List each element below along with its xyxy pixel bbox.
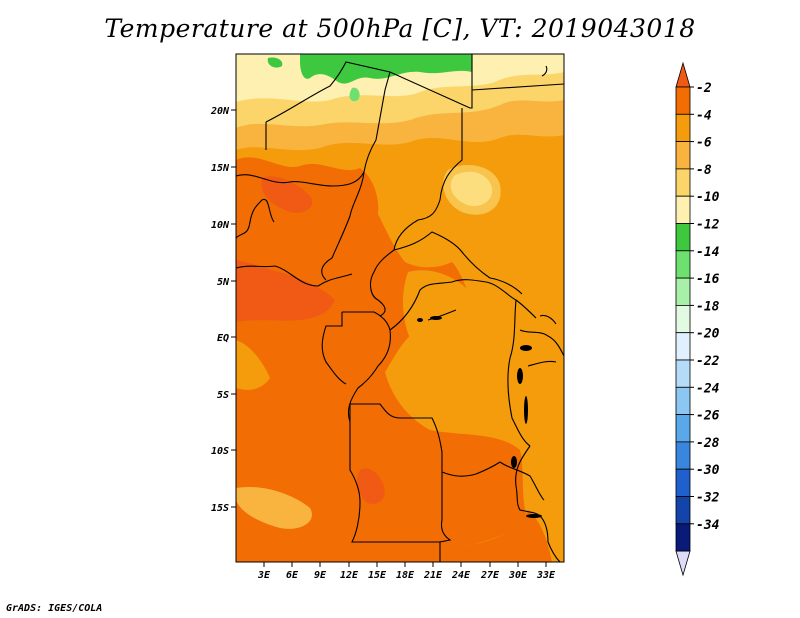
lon-label: 9E [314,570,327,581]
lon-label: 12E [340,570,359,581]
colorbar-swatch [675,441,691,470]
colorbar-label: -2 [696,81,712,96]
cold-green-patch-2 [267,57,283,68]
colorbar-swatch [675,523,691,552]
temperature-map [236,54,564,562]
colorbar-swatch [675,359,691,388]
colorbar-swatch [675,113,691,143]
cold-green-region [300,54,472,84]
colorbar-swatch [675,496,691,525]
lakes [417,316,542,518]
warm-region-south [236,330,552,562]
colorbar-label: -10 [696,190,720,205]
yellow-patch [443,165,501,215]
warmest-core [236,260,335,322]
warm-region-west [236,157,528,546]
lon-label: 30E [508,570,528,581]
map-title: Temperature at 500hPa [C], VT: 201904301… [104,14,696,43]
colorbar-swatch [675,386,691,415]
colorbar-swatch [675,141,691,170]
lon-label: 18E [396,570,415,581]
colorbar-label: -4 [696,108,712,123]
colorbar-swatch [675,277,691,306]
lat-label: EQ [217,333,229,344]
map-frame [235,53,565,563]
lon-label: 27E [480,570,500,581]
colorbar-label: -32 [696,491,720,506]
country-borders [236,54,564,562]
colorbar-swatch [675,223,691,252]
colorbar-swatch [675,304,691,334]
colorbar-label: -28 [696,436,720,451]
lon-label: 24E [451,570,471,581]
colorbar-cap-bottom [675,550,691,577]
colorbar-swatch [675,86,691,115]
colorbar-label: -14 [696,245,720,260]
grads-credit: GrADS: IGES/COLA [6,603,103,614]
colorbar-label: -8 [696,163,712,178]
lat-label: 15S [211,503,229,514]
orange-east-strip [480,247,564,562]
colorbar-swatch [675,195,691,224]
colorbar-cap-top [675,61,691,88]
lon-label: 21E [423,570,443,581]
lon-label: 3E [257,570,271,581]
colorbar-label: -16 [696,272,720,287]
colorbar-swatch [675,250,691,279]
lon-label: 33E [536,570,556,581]
latitude-axis: 20N 15N 10N 5N EQ 5S 10S 15S [210,106,236,514]
colorbar-swatch [675,414,691,443]
orange-patch-west [236,340,270,390]
colorbar-label: -18 [696,299,720,314]
orange-patch-east [402,270,485,367]
lon-label: 6E [286,570,299,581]
orange-patch-south [236,486,312,529]
colorbar: -2 -4 -6 -8 -10 -12 -14 -16 -18 -20 -22 -24 -26 -28 -3… [675,61,720,577]
lat-label: 10N [211,220,230,231]
warmest-core-2 [357,468,385,505]
lat-label: 15N [211,163,230,174]
colorbar-swatch [675,168,691,197]
cold-green-patch [349,87,360,102]
colorbar-swatch [675,332,691,361]
lat-label: 5S [217,390,229,401]
lat-label: 5N [217,277,230,288]
colorbar-swatch [675,468,691,497]
longitude-axis: 3E 6E 9E 12E 15E 18E 21E 24E 27E 30E 33E [257,562,556,581]
colorbar-label: -20 [696,327,720,342]
colorbar-label: -30 [696,463,720,478]
colorbar-label: -24 [696,381,720,396]
colorbar-label: -12 [696,218,720,233]
colorbar-label: -6 [696,136,712,151]
colorbar-label: -22 [696,354,720,369]
lon-label: 15E [368,570,387,581]
colorbar-label: -34 [696,518,720,533]
colorbar-label: -26 [696,409,720,424]
warmest-core-3 [261,176,313,213]
lat-label: 20N [210,106,230,117]
lat-label: 10S [211,446,229,457]
